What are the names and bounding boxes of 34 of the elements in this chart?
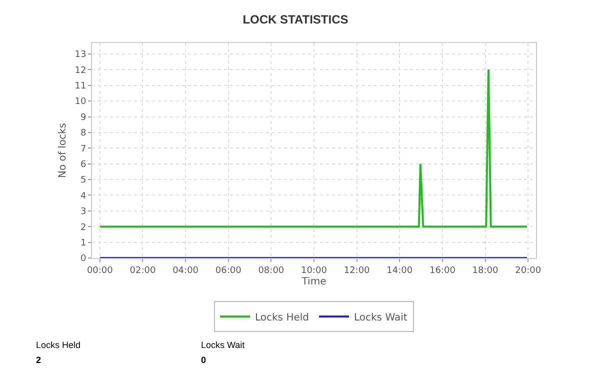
- x-axis-title: Time: [300, 276, 326, 288]
- y-axis-title: No of locks: [58, 123, 69, 178]
- x-tick-label: 06:00: [215, 266, 242, 276]
- y-tick-label: 5: [80, 176, 86, 186]
- y-tick-label: 8: [80, 128, 86, 139]
- y-tick-label: 6: [80, 160, 86, 170]
- x-tick-label: 02:00: [130, 266, 156, 276]
- chart-title: LOCK STATISTICS: [242, 12, 348, 27]
- y-tick-label: 0: [80, 254, 86, 264]
- x-tick-label: 08:00: [258, 266, 284, 276]
- y-tick-label: 12: [74, 66, 86, 76]
- y-tick-label: 11: [74, 82, 86, 92]
- x-tick-label: 20:00: [515, 266, 542, 276]
- y-tick-label: 2: [80, 222, 86, 233]
- x-tick-label: 18:00: [472, 266, 498, 276]
- legend-label: Locks Wait: [354, 312, 408, 324]
- text: 0: [201, 355, 206, 365]
- y-tick-label: 4: [80, 191, 86, 202]
- x-tick-label: 04:00: [172, 266, 199, 276]
- text: Locks Wait: [201, 340, 246, 350]
- x-tick-label: 16:00: [429, 266, 456, 276]
- y-tick-label: 1: [80, 238, 86, 248]
- x-tick-label: 14:00: [386, 266, 413, 276]
- text: Locks Held: [36, 340, 81, 350]
- y-tick-label: 10: [74, 97, 86, 108]
- text: 2: [36, 355, 42, 365]
- y-tick-label: 13: [74, 50, 86, 60]
- x-tick-label: 00:00: [86, 266, 114, 276]
- y-tick-label: 9: [80, 112, 86, 123]
- y-tick-label: 7: [80, 144, 86, 154]
- y-tick-label: 3: [80, 207, 86, 218]
- legend-label: Locks Held: [255, 312, 309, 324]
- x-tick-label: 10:00: [301, 266, 328, 276]
- x-tick-label: 12:00: [344, 266, 370, 276]
